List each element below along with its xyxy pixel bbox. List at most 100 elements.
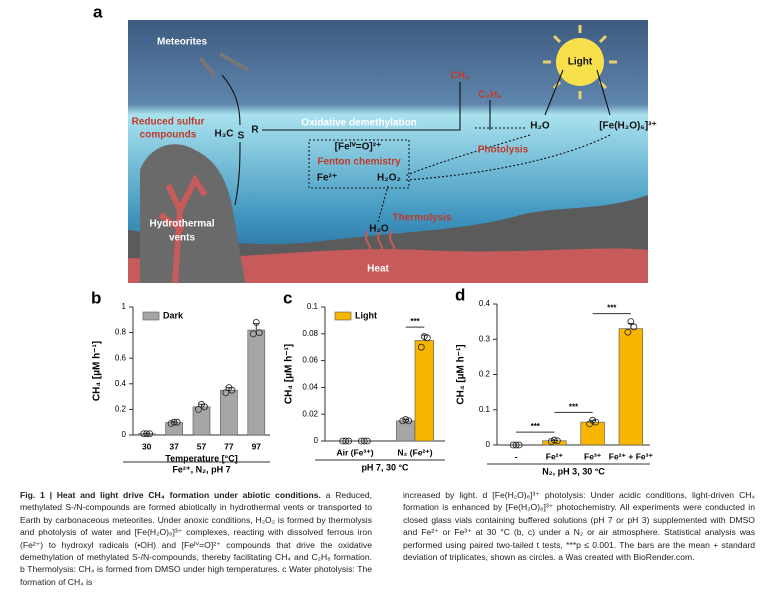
replicate-point <box>515 441 523 449</box>
x-tick-label: 37 <box>169 441 179 451</box>
replicate-point <box>405 417 413 425</box>
replicate-point <box>360 437 368 445</box>
label: C₂H₆ <box>478 90 501 101</box>
bar <box>414 340 434 442</box>
label: Meteorites <box>157 37 207 48</box>
error-bar <box>253 323 260 331</box>
vent-flow <box>158 174 208 284</box>
bar <box>247 329 266 436</box>
label: H₂O <box>530 121 550 132</box>
y-tick-label: 0.1 <box>307 302 319 311</box>
heat-waves <box>365 230 395 256</box>
x-tick-label: Fe³⁺ <box>584 451 602 461</box>
label: Heat <box>367 264 389 275</box>
legend-label: Light <box>355 310 377 320</box>
y-tick-label: 0.4 <box>479 299 491 308</box>
x-tick-label: 97 <box>252 441 262 451</box>
y-tick-label: 0.06 <box>302 356 318 365</box>
y-tick-label: 0.2 <box>115 405 127 414</box>
label: H₂O₂ <box>377 173 401 184</box>
y-tick-label: 0.3 <box>479 334 491 343</box>
replicate-point <box>624 328 632 336</box>
replicate-point <box>170 418 178 426</box>
replicate-point <box>589 416 597 424</box>
y-axis-label: CH₄ [µM h⁻¹] <box>456 344 467 404</box>
label: Hydrothermal <box>149 219 214 230</box>
significance-label: *** <box>607 304 617 313</box>
significance-label: *** <box>569 402 579 411</box>
replicate-point <box>420 333 428 340</box>
bar <box>580 421 605 446</box>
label: Fe²⁺ <box>317 173 337 184</box>
caption-text: a Reduced, methylated S-/N-compounds are… <box>20 490 372 587</box>
meteors <box>198 52 249 78</box>
y-axis-label: CH₄ [µM h⁻¹] <box>284 344 295 404</box>
replicate-point <box>195 405 202 413</box>
y-tick-label: 0.4 <box>115 379 127 388</box>
label: Reduced sulfur <box>132 117 205 128</box>
replicate-point <box>143 430 151 438</box>
label: compounds <box>140 130 197 141</box>
label: Fenton chemistry <box>317 157 401 168</box>
replicate-point <box>198 400 205 408</box>
conditions-label: Fe²⁺, N₂, pH 7 <box>172 464 230 474</box>
replicate-point <box>146 430 154 438</box>
x-axis-label: Temperature [°C] <box>165 453 237 463</box>
replicate-point <box>512 441 520 449</box>
replicate-point <box>402 416 410 423</box>
y-tick-label: 0 <box>314 436 319 445</box>
legend-swatch <box>334 311 352 321</box>
replicate-point <box>225 384 233 392</box>
y-tick-label: 0.02 <box>302 409 318 418</box>
y-tick-label: 0.1 <box>479 405 491 414</box>
y-tick-label: 0.08 <box>302 329 318 338</box>
y-tick-label: 0.8 <box>115 328 127 337</box>
x-tick-label: Air (Fe³⁺) <box>336 447 373 457</box>
y-tick-label: 0.2 <box>479 370 491 379</box>
label: Photolysis <box>478 145 529 156</box>
sun <box>556 38 604 86</box>
label: [Fe(H₂O)₆]³⁺ <box>599 121 657 132</box>
bar <box>396 420 416 442</box>
label: H₂O <box>369 224 389 235</box>
y-tick-label: 0 <box>122 430 127 439</box>
caption-text: increased by light. d [Fe(H₂O)₆]³⁺ photo… <box>403 490 755 563</box>
label: CH₄ <box>450 71 469 82</box>
conditions-label: N₂, pH 3, 30 °C <box>542 466 605 476</box>
bar <box>618 328 644 446</box>
replicate-point <box>252 318 260 326</box>
significance-label: *** <box>410 317 420 326</box>
replicate-point <box>342 437 350 445</box>
replicate-point <box>423 334 431 342</box>
conditions-label: pH 7, 30 °C <box>361 462 409 472</box>
x-tick-label: N₂ (Fe²⁺) <box>397 447 432 457</box>
x-tick-label: 77 <box>224 441 234 451</box>
y-tick-label: 0.6 <box>115 353 127 362</box>
heat-zone <box>128 248 648 283</box>
legend-label: Dark <box>163 310 184 320</box>
replicate-point <box>363 437 371 445</box>
replicate-point <box>173 418 181 426</box>
y-tick-label: 0 <box>486 440 491 449</box>
label: R <box>251 125 259 136</box>
replicate-point <box>345 437 353 445</box>
vent-chimney <box>140 144 245 283</box>
replicate-point <box>630 323 638 331</box>
replicate-point <box>255 329 263 337</box>
legend-swatch <box>142 311 160 321</box>
caption-right: increased by light. d [Fe(H₂O)₆]³⁺ photo… <box>403 489 755 563</box>
bar <box>220 389 238 436</box>
y-tick-label: 0.04 <box>302 383 318 392</box>
x-tick-label: - <box>515 451 518 461</box>
replicate-point <box>627 318 635 326</box>
replicate-point <box>417 343 425 351</box>
label: Light <box>568 57 593 68</box>
x-tick-label: 30 <box>142 441 152 451</box>
label: vents <box>169 233 196 244</box>
label: [Feᴵⱽ=O]²⁺ <box>335 142 382 153</box>
label: Oxidative demethylation <box>301 118 417 129</box>
panel-label: b <box>91 288 101 307</box>
replicate-point <box>550 436 558 444</box>
